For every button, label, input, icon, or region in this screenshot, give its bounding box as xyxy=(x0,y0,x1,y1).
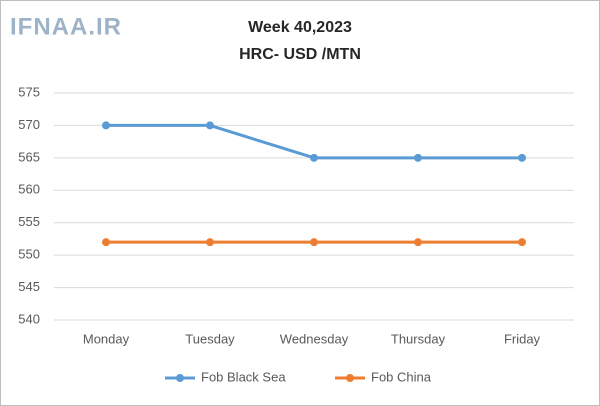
legend-label: Fob Black Sea xyxy=(201,369,286,384)
chart-subtitle: HRC- USD /MTN xyxy=(239,46,361,63)
y-tick-label: 565 xyxy=(18,149,40,164)
y-tick-label: 540 xyxy=(18,311,40,326)
x-tick-label: Friday xyxy=(504,331,541,346)
y-tick-label: 570 xyxy=(18,117,40,132)
point xyxy=(414,153,422,162)
legend-marker xyxy=(176,374,184,382)
y-tick-label: 555 xyxy=(18,214,40,229)
point xyxy=(102,121,110,130)
point xyxy=(310,153,318,162)
y-tick-label: 550 xyxy=(18,247,40,262)
point xyxy=(414,238,422,247)
y-tick-label: 560 xyxy=(18,182,40,197)
x-tick-label: Tuesday xyxy=(185,331,235,346)
legend-label: Fob China xyxy=(371,369,432,384)
chart-title: Week 40,2023 xyxy=(248,19,352,36)
y-tick-label: 575 xyxy=(18,84,40,99)
point xyxy=(206,121,214,130)
x-tick-label: Thursday xyxy=(391,331,446,346)
point xyxy=(206,238,214,247)
point xyxy=(102,238,110,247)
point xyxy=(518,153,526,162)
point xyxy=(518,238,526,247)
y-tick-label: 545 xyxy=(18,279,40,294)
watermark: IFNAA.IR xyxy=(10,13,122,40)
point xyxy=(310,238,318,247)
x-tick-label: Monday xyxy=(83,331,130,346)
x-tick-label: Wednesday xyxy=(280,331,349,346)
legend-marker xyxy=(346,374,354,382)
